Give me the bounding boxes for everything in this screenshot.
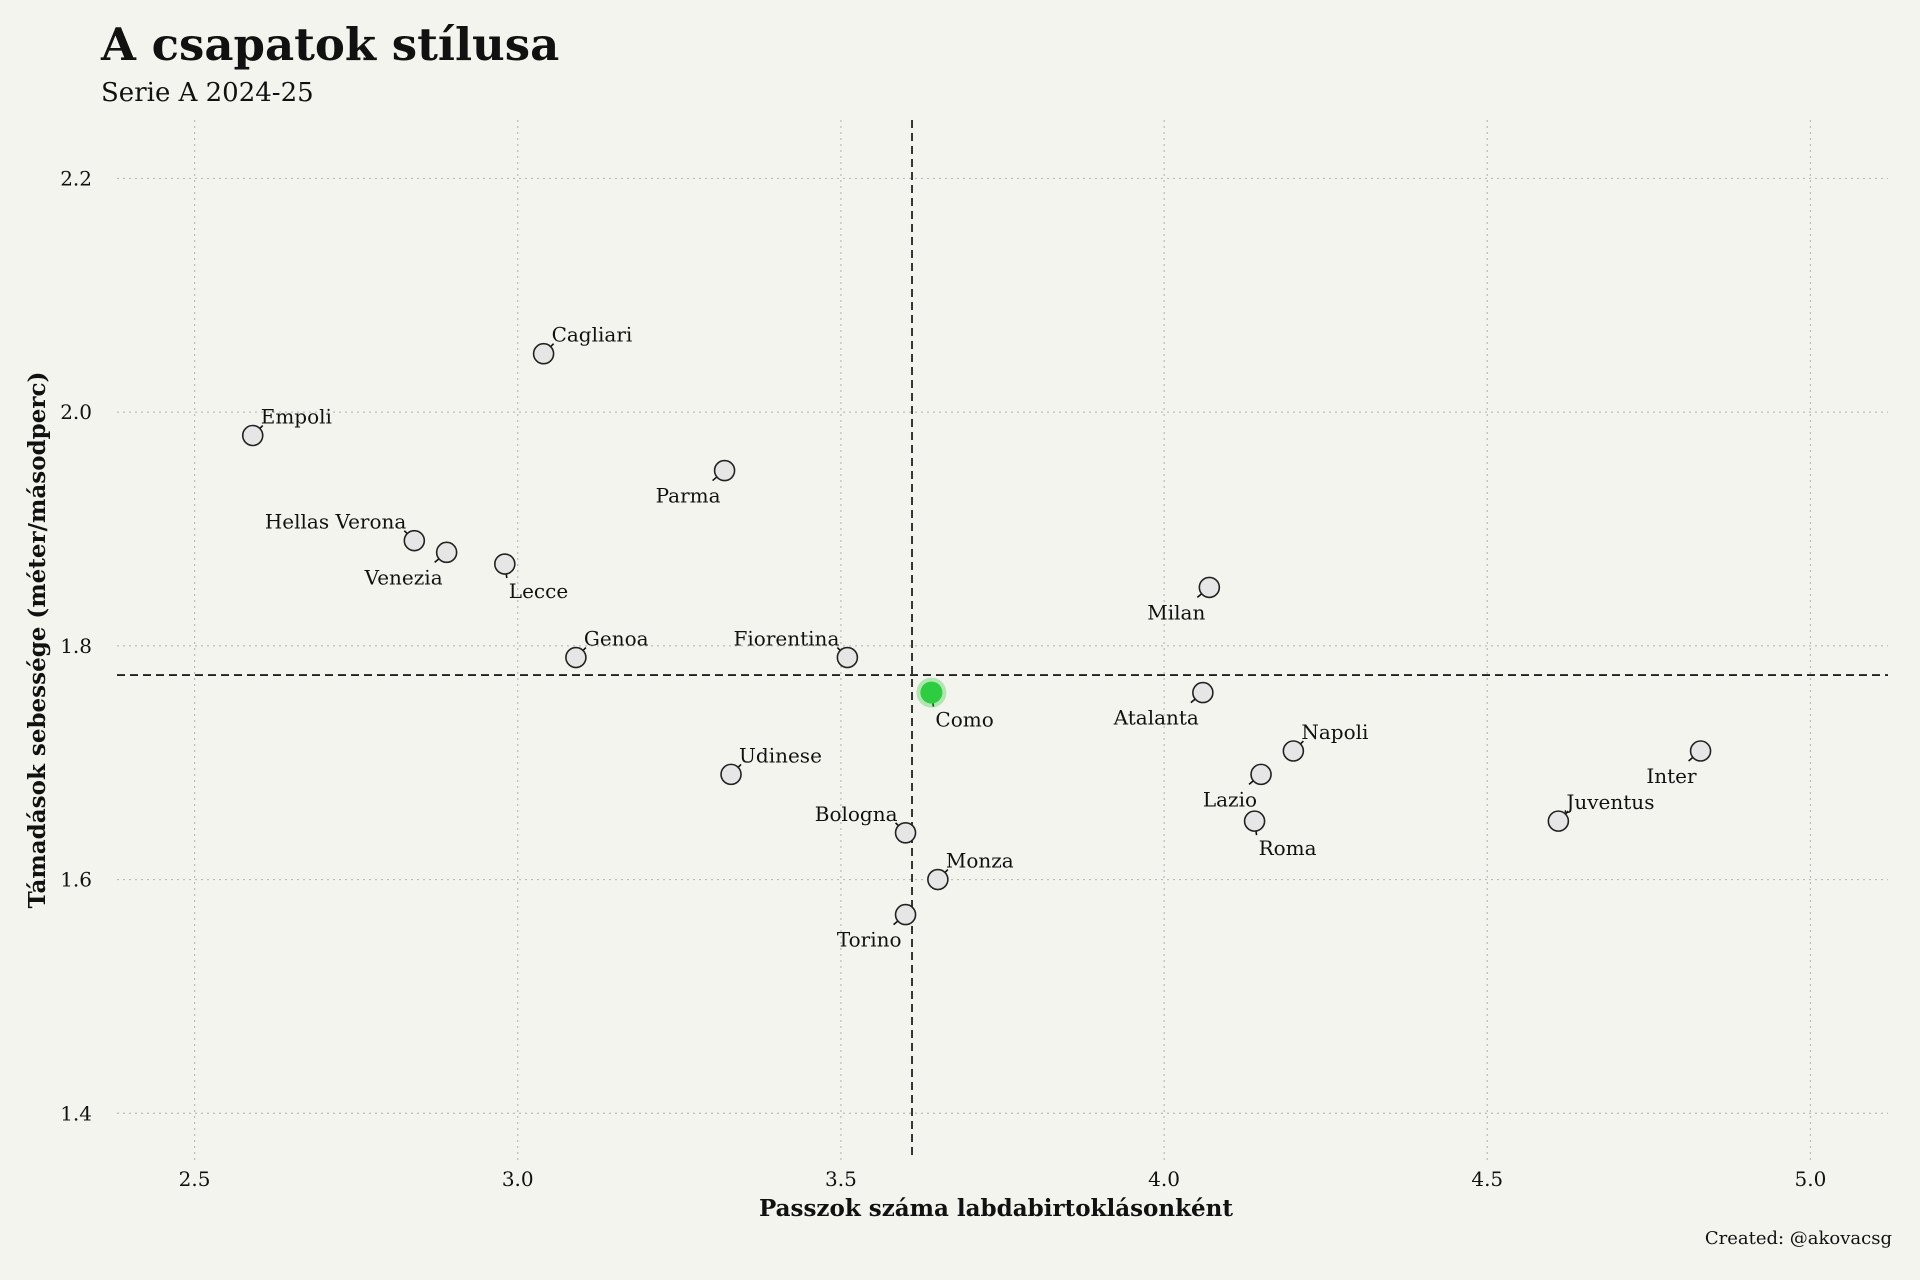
x-tick-label: 3.5 [825, 1167, 857, 1191]
team-label: Parma [656, 484, 721, 508]
team-point [532, 342, 555, 365]
team-label: Genoa [584, 627, 649, 651]
team-point [1192, 681, 1214, 704]
team-point [894, 822, 917, 844]
team-label: Lazio [1203, 787, 1257, 811]
x-axis-label: Passzok száma labdabirtoklásonként [759, 1195, 1233, 1222]
x-tick-label: 4.5 [1471, 1167, 1503, 1191]
team-point [241, 424, 264, 447]
team-point-group: Fiorentina [734, 627, 859, 669]
team-point-group: Udinese [720, 743, 822, 786]
team-point-group: Venezia [364, 541, 458, 589]
team-label: Lecce [509, 579, 568, 603]
team-label: Como [935, 708, 993, 732]
team-point-group: Monza [927, 849, 1014, 891]
team-point-group: Atalanta [1113, 681, 1214, 730]
team-point [1689, 740, 1712, 762]
team-point [894, 903, 917, 926]
team-point-group: Bologna [815, 802, 917, 844]
team-label: Venezia [364, 565, 443, 589]
team-point-group: Napoli [1282, 720, 1368, 762]
team-point [720, 763, 742, 786]
grid-layer [117, 120, 1888, 1160]
team-label: Cagliari [552, 323, 633, 347]
team-point [1282, 740, 1305, 762]
x-tick-label: 4.0 [1148, 1167, 1180, 1191]
team-point [713, 459, 736, 482]
team-point-group: Torino [837, 903, 917, 952]
y-tick-label: 1.4 [60, 1101, 92, 1125]
y-tick-label: 1.6 [60, 868, 92, 892]
team-point-group: Como [916, 677, 994, 732]
reference-lines [117, 120, 1888, 1160]
team-label: Fiorentina [734, 627, 840, 651]
team-point [927, 868, 949, 891]
team-point [1250, 763, 1272, 786]
chart-title: A csapatok stílusa [101, 18, 560, 71]
team-point-group: Roma [1243, 810, 1317, 860]
x-tick-label: 5.0 [1795, 1167, 1827, 1191]
team-point [435, 541, 458, 564]
team-point-group: Inter [1646, 740, 1712, 788]
team-label: Udinese [739, 743, 822, 767]
team-point-group: Milan [1147, 576, 1221, 624]
team-point [403, 529, 426, 552]
team-label: Bologna [815, 802, 898, 826]
team-label: Juventus [1564, 790, 1654, 814]
highlight-point [920, 681, 943, 704]
team-point [1243, 810, 1266, 832]
team-point-group: Genoa [565, 627, 649, 669]
chart-subtitle: Serie A 2024-25 [101, 78, 314, 108]
axis-ticks: 2.5 3.0 3.5 4.0 4.5 5.0 1.4 1.6 1.8 2.0 2.2 [60, 166, 1826, 1191]
y-tick-label: 1.8 [60, 634, 92, 658]
team-label: Hellas Verona [265, 510, 407, 534]
team-label: Napoli [1301, 720, 1368, 744]
team-label: Milan [1147, 600, 1205, 624]
x-tick-label: 3.0 [502, 1167, 534, 1191]
team-point [494, 553, 516, 575]
team-label: Empoli [261, 405, 332, 429]
team-label: Inter [1646, 764, 1697, 788]
data-points: Empoli Cagliari Parma Hellas Verona Venezia L… [241, 323, 1712, 952]
team-label: Atalanta [1113, 706, 1199, 730]
team-point [1198, 576, 1221, 599]
team-point-group: Hellas Verona [265, 510, 426, 552]
team-label: Roma [1259, 836, 1317, 860]
team-point-group: Lecce [494, 553, 568, 603]
team-point-group: Juventus [1547, 790, 1654, 832]
team-point-group: Lazio [1203, 763, 1272, 811]
team-label: Torino [837, 928, 902, 952]
credit-note: Created: @akovacsg [1704, 1228, 1892, 1249]
y-tick-label: 2.2 [60, 166, 92, 190]
team-label: Monza [946, 849, 1014, 873]
y-axis-label: Támadások sebessége (méter/másodperc) [24, 372, 51, 909]
team-point-group: Empoli [241, 405, 332, 447]
team-point [1547, 810, 1570, 832]
y-tick-label: 2.0 [60, 400, 92, 424]
team-point-group: Cagliari [532, 323, 633, 365]
team-point [565, 646, 587, 669]
team-point [836, 646, 859, 669]
x-tick-label: 2.5 [179, 1167, 211, 1191]
team-point-group: Parma [656, 459, 736, 508]
